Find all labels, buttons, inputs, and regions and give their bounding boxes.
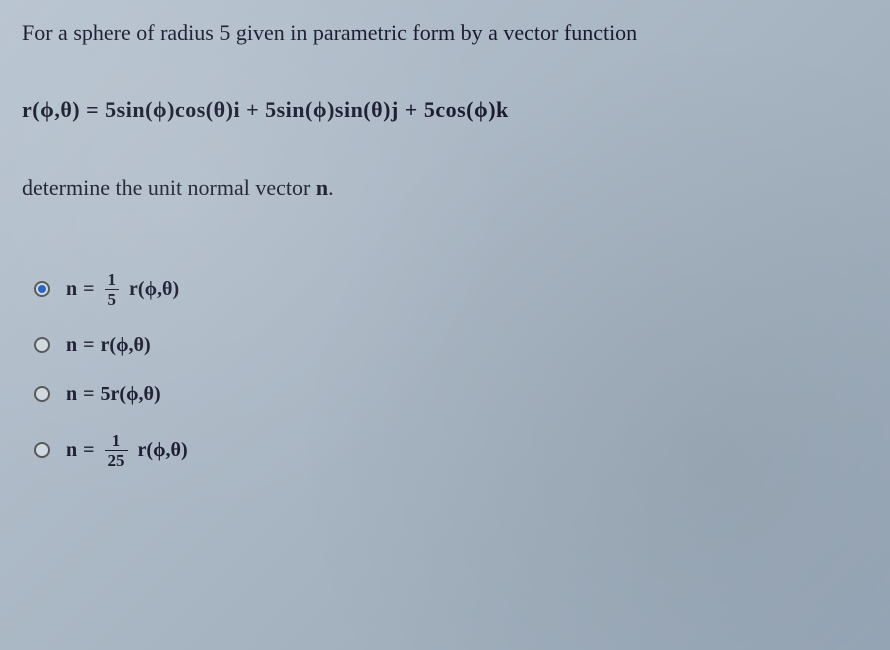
option-2[interactable]: n = r(ϕ,θ)	[34, 334, 868, 357]
option-4[interactable]: n = 1 25 r(ϕ,θ)	[34, 432, 868, 469]
opt-eq: =	[83, 334, 94, 357]
eq-j: j	[391, 97, 399, 122]
opt-tail: r(ϕ,θ)	[138, 439, 188, 462]
opt-n: n	[66, 383, 77, 406]
opt-tail: 5r(ϕ,θ)	[101, 383, 161, 406]
option-1-content: n = 1 5 r(ϕ,θ)	[66, 271, 179, 308]
opt-tail: r(ϕ,θ)	[129, 278, 179, 301]
eq-lhs: r(ϕ,θ) =	[22, 97, 105, 122]
radio-icon[interactable]	[34, 442, 50, 458]
eq-term1: 5sin(ϕ)cos(θ)	[105, 97, 233, 122]
option-3[interactable]: n = 5r(ϕ,θ)	[34, 383, 868, 406]
eq-k: k	[496, 97, 509, 122]
eq-plus2: +	[399, 97, 424, 122]
instruction-post: .	[328, 175, 334, 200]
opt-tail: r(ϕ,θ)	[101, 334, 151, 357]
opt-n: n	[66, 334, 77, 357]
instruction-vector-n: n	[316, 175, 328, 200]
opt-eq: =	[83, 383, 94, 406]
instruction-pre: determine the unit normal vector	[22, 175, 316, 200]
question-instruction: determine the unit normal vector n.	[22, 175, 868, 201]
opt-n: n	[66, 439, 77, 462]
option-1[interactable]: n = 1 5 r(ϕ,θ)	[34, 271, 868, 308]
eq-term2: 5sin(ϕ)sin(θ)	[265, 97, 391, 122]
opt-eq: =	[83, 439, 94, 462]
fraction: 1 25	[105, 432, 128, 469]
question-intro: For a sphere of radius 5 given in parame…	[22, 18, 868, 49]
radio-icon[interactable]	[34, 281, 50, 297]
fraction-num: 1	[105, 271, 120, 289]
option-3-content: n = 5r(ϕ,θ)	[66, 383, 161, 406]
fraction-den: 25	[105, 450, 128, 469]
eq-term3: 5cos(ϕ)	[424, 97, 496, 122]
parametric-equation: r(ϕ,θ) = 5sin(ϕ)cos(θ)i + 5sin(ϕ)sin(θ)j…	[22, 97, 868, 123]
fraction-num: 1	[109, 432, 124, 450]
answer-options: n = 1 5 r(ϕ,θ) n = r(ϕ,θ) n = 5r(ϕ,θ) n	[22, 271, 868, 469]
opt-eq: =	[83, 278, 94, 301]
eq-plus1: +	[240, 97, 265, 122]
fraction: 1 5	[105, 271, 120, 308]
opt-n: n	[66, 278, 77, 301]
option-2-content: n = r(ϕ,θ)	[66, 334, 151, 357]
option-4-content: n = 1 25 r(ϕ,θ)	[66, 432, 188, 469]
radio-icon[interactable]	[34, 337, 50, 353]
fraction-den: 5	[105, 289, 120, 308]
radio-icon[interactable]	[34, 386, 50, 402]
